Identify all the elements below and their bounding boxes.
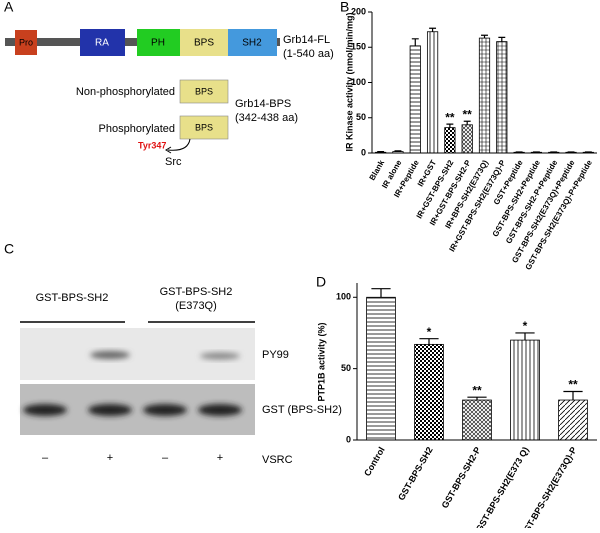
construct-name: Grb14-FL: [283, 34, 330, 46]
y-tick-label: 50: [341, 363, 351, 373]
bar: [463, 400, 492, 440]
x-tick-label: GST-BPS-SH2-P: [440, 445, 483, 510]
significance-label: **: [568, 378, 578, 392]
domain-label: BPS: [194, 38, 214, 49]
error-bar: [498, 37, 505, 41]
x-tick-label: Control: [362, 445, 387, 478]
treatment-label: VSRC: [262, 454, 293, 466]
bar: [511, 340, 540, 440]
y-tick-label: 100: [351, 77, 366, 87]
band: [88, 404, 132, 416]
error-bar: [446, 124, 453, 128]
y-tick-label: 0: [346, 434, 351, 444]
y-tick-label: 0: [361, 147, 366, 157]
lane-label: –: [162, 452, 169, 464]
bar: [497, 42, 507, 153]
error-bar: [467, 397, 486, 400]
domain-label: SH2: [242, 38, 262, 49]
panel-label: C: [4, 241, 14, 257]
y-tick-label: 100: [336, 292, 351, 302]
domain-label: PH: [151, 38, 165, 49]
bar: [445, 128, 455, 153]
construct-name: Grb14-BPS: [235, 98, 291, 110]
error-bar: [481, 35, 488, 38]
state-label: Non-phosphorylated: [76, 86, 175, 98]
group-label: (E373Q): [175, 300, 217, 312]
bar: [375, 152, 385, 153]
row-label: GST (BPS-SH2): [262, 404, 342, 416]
error-bar: [464, 121, 471, 125]
bar: [367, 297, 396, 440]
error-bar: [563, 391, 582, 400]
y-tick-label: 200: [351, 6, 366, 16]
state-label: Phosphorylated: [99, 123, 175, 135]
domain-label: RA: [95, 38, 109, 49]
significance-label: **: [472, 383, 482, 397]
error-bar: [371, 289, 390, 298]
y-tick-label: 50: [356, 112, 366, 122]
lane-label: –: [42, 452, 49, 464]
bar: [479, 38, 489, 153]
row-label: PY99: [262, 349, 289, 361]
band: [198, 404, 242, 416]
significance-label: **: [445, 110, 455, 124]
arrow: [168, 139, 190, 150]
bar: [462, 125, 472, 153]
band: [143, 404, 187, 416]
domain-label: BPS: [195, 86, 213, 96]
x-tick-label: GST-BPS-SH2(E373 Q): [474, 445, 531, 528]
lane-label: +: [217, 452, 223, 464]
domain-label: Pro: [19, 37, 33, 47]
band: [90, 351, 130, 359]
significance-label: **: [463, 107, 473, 121]
significance-label: *: [523, 319, 528, 333]
error-bar: [429, 28, 436, 32]
bar: [559, 400, 588, 440]
error-bar: [515, 333, 534, 340]
bar: [393, 152, 403, 153]
bar: [410, 46, 420, 153]
bar: [415, 344, 444, 440]
x-tick-label: GST-BPS-SH2(E373Q)-P: [519, 445, 579, 528]
panel-c: C GST-BPS-SH2 GST-BPS-SH2 (E373Q) PY99 G…: [4, 241, 342, 466]
domain-label: BPS: [195, 122, 213, 132]
error-bar: [412, 39, 419, 46]
significance-label: *: [427, 325, 432, 339]
error-bar: [377, 152, 384, 153]
site-label: Tyr347: [138, 140, 166, 150]
construct-range: (342-438 aa): [235, 112, 298, 124]
bar: [427, 32, 437, 153]
error-bar: [395, 151, 402, 152]
panel-label: A: [4, 0, 14, 15]
band: [23, 404, 67, 416]
construct-range: (1-540 aa): [283, 48, 334, 60]
panel-label: D: [316, 274, 326, 290]
band: [200, 353, 240, 360]
error-bar: [419, 339, 438, 345]
panel-a: A Pro RA PH BPS SH2 Grb14-FL (1-540 aa) …: [4, 0, 334, 168]
kinase-label: Src: [165, 156, 182, 168]
y-tick-label: 150: [351, 42, 366, 52]
group-label: GST-BPS-SH2: [36, 292, 109, 304]
group-label: GST-BPS-SH2: [160, 286, 233, 298]
lane-label: +: [107, 452, 113, 464]
y-axis-label: PTP1B activity (%): [316, 322, 326, 401]
x-tick-label: GST-BPS-SH2: [396, 445, 435, 502]
